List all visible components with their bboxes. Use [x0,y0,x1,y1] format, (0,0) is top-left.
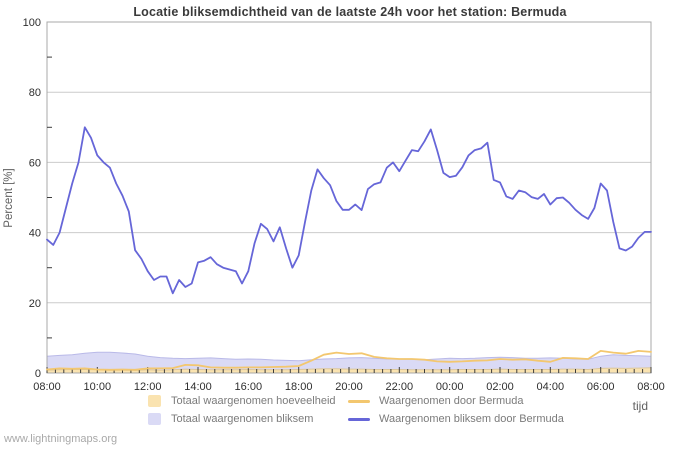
legend-label-observed-bermuda: Waargenomen door Bermuda [379,395,524,407]
line-waargenomen-bliksem-door-bermuda [46,126,652,295]
line-waargenomen-door-bermuda [46,349,652,371]
legend-swatch-lightning-bermuda [348,417,370,421]
legend-item-bliksem-bermuda: Waargenomen bliksem door Bermuda [348,410,564,428]
x-tick-label-6: 20:00 [335,381,363,393]
y-axis-label: Percent [%] [3,168,15,227]
x-tick-label-3: 14:00 [184,381,212,393]
x-tick-label-9: 02:00 [486,381,514,393]
area-edge-totaal-waargenomen-bliksem [46,351,652,362]
y-tick-label-80: 80 [29,87,41,99]
legend-item-totaal-hoeveelheid: Totaal waargenomen hoeveelheid [148,392,348,410]
y-tick-label-100: 100 [23,17,41,29]
x-tick-label-4: 16:00 [235,381,263,393]
x-tick-label-10: 04:00 [537,381,565,393]
x-tick-label-1: 10:00 [84,381,112,393]
x-tick-label-7: 22:00 [386,381,414,393]
x-axis-label: tijd [633,399,648,413]
legend-item-waargenomen-bermuda: Waargenomen door Bermuda [348,392,564,410]
legend-swatch-total-lightning [148,413,161,425]
x-tick-label-8: 00:00 [436,381,464,393]
legend-swatch-observed-bermuda [348,399,370,403]
x-tick-label-2: 12:00 [134,381,162,393]
x-tick-label-11: 06:00 [587,381,615,393]
x-tick-label-12: 08:00 [637,381,665,393]
legend-label-total-amount: Totaal waargenomen hoeveelheid [171,395,336,407]
legend-label-lightning-bermuda: Waargenomen bliksem door Bermuda [379,413,564,425]
x-tick-label-0: 08:00 [33,381,61,393]
y-tick-label-20: 20 [29,298,41,310]
legend-swatch-total-amount [148,395,161,407]
y-tick-label-40: 40 [29,228,41,240]
legend: Totaal waargenomen hoeveelheid Totaal wa… [148,392,564,428]
legend-column-lines: Waargenomen door Bermuda Waargenomen bli… [348,392,564,428]
watermark: www.lightningmaps.org [4,433,118,445]
x-tick-label-5: 18:00 [285,381,313,393]
y-tick-label-60: 60 [29,157,41,169]
y-tick-label-0: 0 [35,368,41,380]
legend-item-totaal-bliksem: Totaal waargenomen bliksem [148,410,348,428]
chart-title: Locatie bliksemdichtheid van de laatste … [133,5,567,19]
legend-column-areas: Totaal waargenomen hoeveelheid Totaal wa… [148,392,348,428]
legend-label-total-lightning: Totaal waargenomen bliksem [171,413,314,425]
